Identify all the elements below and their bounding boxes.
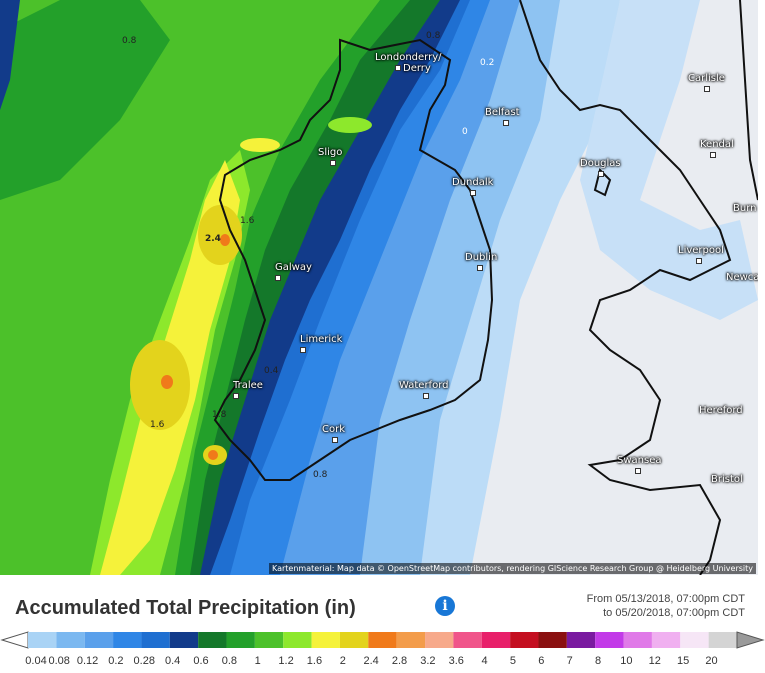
date-from: From 05/13/2018, 07:00pm CDT [586,593,745,605]
legend-label: 0.4 [164,655,181,667]
info-icon[interactable]: i [435,596,455,616]
legend-swatch [283,632,312,648]
legend-label: 2.4 [363,655,379,667]
legend-swatch [198,632,227,648]
city-liverpool: Liverpool [678,245,724,267]
legend-swatch [425,632,454,648]
city-tralee: Tralee [233,380,263,402]
legend-swatch [311,632,340,648]
legend-label: 0.2 [108,655,124,667]
legend-label: 2.8 [391,655,408,667]
contour-label: 1.6 [150,420,165,430]
legend-swatch [566,632,596,648]
legend-swatch [368,632,397,648]
date-range: From 05/13/2018, 07:00pm CDT to 05/20/20… [587,592,745,620]
legend-panel: Accumulated Total Precipitation (in) i F… [0,575,765,673]
page-title: Accumulated Total Precipitation (in) [15,597,356,619]
contour-label: 0.2 [480,58,495,68]
legend-swatch [680,632,709,648]
legend-label: 0.12 [76,655,99,667]
city-swansea: Swansea [617,455,661,477]
legend-label: 0.08 [48,655,70,667]
legend-label: 20 [705,655,718,667]
contour-label: 2.4 [205,234,221,244]
city-belfast: Belfast [485,107,520,129]
legend-label: 3.2 [420,655,436,667]
map-attribution: Kartenmaterial: Map data © OpenStreetMap… [268,563,756,574]
legend-swatch [56,632,85,648]
legend-label: 0.04 [25,655,47,667]
city-londonderry: Londonderry/ Derry [375,52,442,74]
city-limerick: Limerick [300,334,342,356]
city-kendal: Kendal [700,139,734,161]
city-newcastle: Newca [726,272,758,283]
legend-bar [0,631,765,649]
city-bristol: Bristol [711,474,743,485]
city-douglas: Douglas [580,158,621,180]
legend-swatch [481,632,511,648]
legend-label: 12 [648,655,661,667]
legend-swatch [538,632,567,648]
legend-swatch [113,632,142,648]
city-dundalk: Dundalk [452,177,493,199]
city-dublin: Dublin [465,252,497,274]
legend-label: 1.6 [306,655,323,667]
city-hereford: Hereford [699,405,743,416]
legend-swatch [595,632,624,648]
legend-arrow-left [0,631,29,649]
legend-label: 8 [594,655,602,667]
legend-swatch [453,632,482,648]
legend-swatch [708,632,737,648]
legend-swatch [84,632,114,648]
precipitation-map[interactable]: Londonderry/ Derry Belfast Carlisle Slig… [0,0,758,575]
contour-label: 1.8 [212,410,227,420]
city-waterford: Waterford [399,380,448,402]
legend-swatch [339,632,369,648]
contour-label: 0.4 [264,366,279,376]
legend-label: 15 [676,655,690,667]
legend-swatch [623,632,652,648]
legend-swatch [141,632,170,648]
legend-swatch [651,632,681,648]
legend-label: 0.8 [221,655,237,667]
legend-label: 7 [566,655,573,667]
city-galway: Galway [275,262,312,284]
legend-label: 4 [481,655,488,667]
city-cork: Cork [322,424,345,446]
contour-label: 0.8 [313,470,328,480]
city-burn: Burn [733,203,757,214]
color-legend: 0.04 0.08 0.12 0.2 0.28 0.4 0.6 0.8 1 1.2 1.6 2 2.4 2… [0,630,765,670]
date-to: to 05/20/2018, 07:00pm CDT [603,607,745,619]
legend-label: 2 [339,655,346,667]
legend-swatch [396,632,426,648]
legend-label: 0.6 [193,655,209,667]
map-canvas [0,0,758,575]
legend-label: 0.28 [133,655,155,667]
legend-label: 5 [509,655,517,667]
city-sligo: Sligo [318,147,342,169]
contour-label: 1.6 [240,216,255,226]
legend-label: 10 [620,655,633,667]
legend-swatch [254,632,284,648]
legend-swatch [510,632,539,648]
contour-label: 0.8 [426,31,441,41]
legend-swatch [169,632,199,648]
legend-label: 3.6 [448,655,464,667]
contour-label: 0.8 [122,36,137,46]
legend-label: 1.2 [278,655,294,667]
legend-label: 6 [538,655,545,667]
contour-label: 0 [462,127,468,137]
city-carlisle: Carlisle [688,73,725,95]
legend-label: 1 [254,655,261,667]
legend-arrow-right [736,631,765,649]
legend-swatch [226,632,255,648]
legend-swatch [28,632,57,648]
